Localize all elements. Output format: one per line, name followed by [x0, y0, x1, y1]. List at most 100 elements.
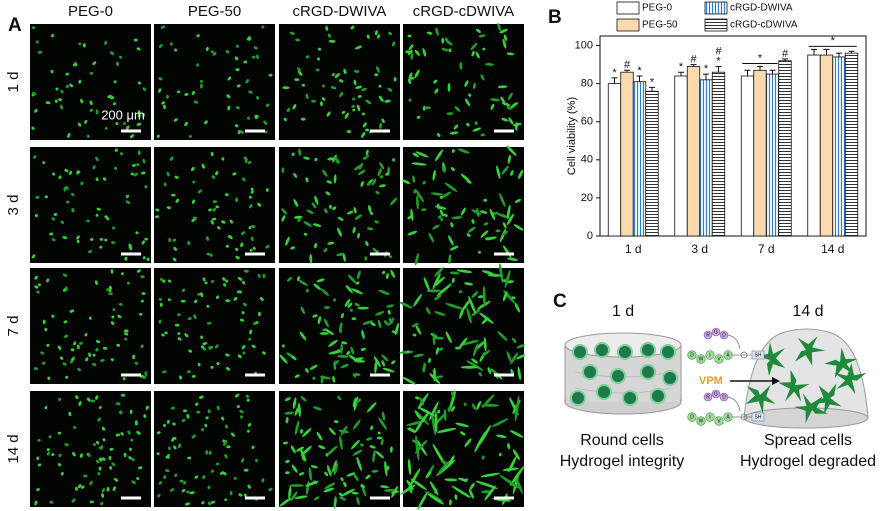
- cell: [450, 222, 454, 228]
- cell: [57, 463, 62, 467]
- cell: [136, 47, 141, 51]
- cell: [480, 230, 489, 238]
- cell: [390, 360, 396, 365]
- cell: [360, 347, 366, 351]
- cell: [59, 104, 64, 110]
- cell: [251, 55, 256, 59]
- cell: [447, 406, 451, 411]
- cell: [477, 295, 485, 299]
- cell: [314, 195, 319, 205]
- cell: [194, 475, 199, 479]
- cell: [154, 215, 160, 219]
- cell: [294, 374, 300, 378]
- cell: [294, 420, 300, 435]
- cell: [481, 394, 495, 409]
- cell: [296, 276, 301, 282]
- cell: [361, 87, 367, 92]
- micrograph-background: [403, 268, 524, 384]
- cell: [453, 124, 459, 130]
- cell: [257, 202, 262, 207]
- cell: [163, 104, 166, 109]
- cell: [408, 76, 415, 80]
- cell: [136, 269, 141, 273]
- cell: [336, 252, 345, 257]
- cell: [449, 245, 459, 251]
- cell: [407, 78, 412, 85]
- cell: [436, 427, 457, 433]
- cell: [318, 47, 322, 51]
- cell: [89, 480, 93, 486]
- cell: [33, 155, 37, 159]
- error-bar: [811, 48, 817, 56]
- cell: [464, 80, 469, 87]
- cell: [102, 177, 107, 181]
- cell: [352, 397, 357, 408]
- cell: [421, 208, 427, 212]
- cell: [374, 360, 378, 374]
- significance-marker: *: [650, 76, 655, 88]
- cell: [174, 175, 179, 179]
- bar: [765, 73, 780, 237]
- residue-label: I: [709, 352, 710, 358]
- error-bar: [769, 69, 776, 75]
- residue-label: V: [717, 356, 721, 362]
- cell: [173, 445, 177, 450]
- cell: [158, 319, 162, 324]
- cell: [338, 79, 344, 83]
- cell: [289, 31, 295, 36]
- cell: [292, 397, 297, 409]
- cell: [34, 214, 38, 218]
- cell: [76, 235, 80, 240]
- cell: [451, 149, 455, 153]
- cell: [206, 304, 210, 308]
- cell: [356, 104, 361, 112]
- thiol-box: [751, 350, 765, 360]
- cell: [216, 462, 220, 466]
- cell: [450, 167, 455, 172]
- linker-ring: [740, 413, 748, 421]
- cell: [235, 393, 240, 398]
- cell: [339, 322, 343, 332]
- cell: [239, 130, 244, 134]
- cell: [144, 371, 148, 377]
- cell: [167, 279, 172, 283]
- cell: [108, 456, 112, 460]
- cell: [490, 98, 500, 102]
- cell: [322, 84, 325, 88]
- cell: [97, 472, 101, 476]
- cell: [477, 301, 491, 310]
- cell: [422, 48, 427, 57]
- cell: [37, 283, 41, 287]
- error-bar: [744, 69, 751, 76]
- cell: [447, 83, 451, 92]
- legend-swatch: [704, 1, 728, 15]
- cell: [181, 418, 186, 423]
- residue-label: D: [722, 394, 726, 400]
- cell: [408, 44, 414, 51]
- cell: [248, 195, 252, 199]
- cell: [119, 152, 124, 156]
- cell: [217, 226, 221, 230]
- cell: [51, 453, 55, 457]
- cell: [65, 186, 69, 190]
- cell: [128, 243, 132, 248]
- cell: [55, 87, 59, 91]
- cell: [95, 347, 99, 352]
- cell: [136, 477, 140, 480]
- micrograph-background: [279, 24, 400, 140]
- bar: [686, 66, 701, 237]
- cell: [49, 500, 54, 504]
- cell: [316, 278, 325, 283]
- cell: [317, 315, 322, 325]
- cell: [411, 439, 419, 444]
- cell: [333, 496, 337, 509]
- cell: [36, 290, 40, 294]
- micrograph-background: [30, 24, 151, 140]
- cell: [434, 267, 444, 277]
- cell: [225, 367, 231, 371]
- cell: [292, 103, 297, 110]
- cell: [225, 299, 231, 303]
- cell: [444, 182, 458, 192]
- cell: [515, 475, 523, 494]
